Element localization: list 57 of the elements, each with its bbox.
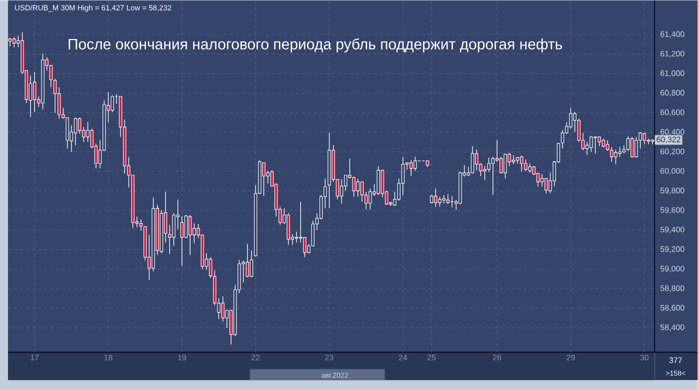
- candlestick: [53, 78, 57, 114]
- candlestick: [221, 296, 224, 322]
- candlestick: [78, 117, 82, 134]
- candlestick: [262, 162, 266, 196]
- candlestick: [470, 146, 474, 174]
- candlestick: [610, 146, 614, 162]
- candlestick: [524, 159, 528, 172]
- candlestick: [528, 163, 532, 174]
- candlestick: [250, 250, 254, 278]
- candlestick: [491, 156, 495, 196]
- candlestick: [606, 140, 610, 152]
- candlestick: [356, 178, 360, 197]
- candlestick: [544, 178, 548, 194]
- candlestick: [642, 132, 646, 145]
- text: После окончания налогового периода рубль поддержит дорогая нефть: [68, 38, 562, 52]
- candlestick: [66, 117, 69, 149]
- candlestick: [474, 149, 478, 170]
- candlestick: [184, 214, 188, 239]
- candlestick: [303, 236, 306, 258]
- candlestick: [294, 231, 298, 243]
- candlestick: [504, 153, 507, 179]
- candlestick: [438, 196, 442, 207]
- candlestick: [410, 160, 413, 176]
- candlestick: [540, 174, 544, 188]
- candlestick: [414, 156, 417, 172]
- candlestick: [401, 156, 405, 196]
- candlestick: [110, 94, 114, 112]
- candlestick: [188, 214, 192, 256]
- candlestick: [569, 107, 572, 129]
- candlestick: [376, 166, 380, 196]
- candlestick: [614, 149, 618, 164]
- candlestick: [180, 216, 184, 266]
- candlestick: [446, 194, 450, 204]
- candlestick: [368, 188, 372, 210]
- candlestick: [520, 154, 524, 172]
- candlestick: [487, 157, 490, 172]
- candlestick: [560, 130, 564, 149]
- candlestick: [618, 146, 622, 158]
- candlestick: [360, 181, 364, 202]
- candlestick: [352, 176, 356, 197]
- candlestick: [630, 136, 634, 158]
- candlestick: [12, 36, 16, 48]
- candlestick: [483, 166, 486, 180]
- candlestick: [172, 212, 176, 246]
- candlestick: [434, 188, 438, 207]
- candlestick: [598, 136, 601, 146]
- candlestick: [634, 136, 638, 158]
- candlestick: [139, 218, 143, 231]
- candlestick: [594, 136, 597, 154]
- candlestick: [8, 38, 12, 47]
- candlestick: [340, 179, 344, 204]
- candlestick: [246, 243, 250, 278]
- candlestick: [500, 156, 503, 174]
- candlestick: [74, 117, 78, 146]
- candlestick: [590, 136, 593, 152]
- candlestick: [208, 256, 212, 278]
- candlestick: [32, 72, 36, 112]
